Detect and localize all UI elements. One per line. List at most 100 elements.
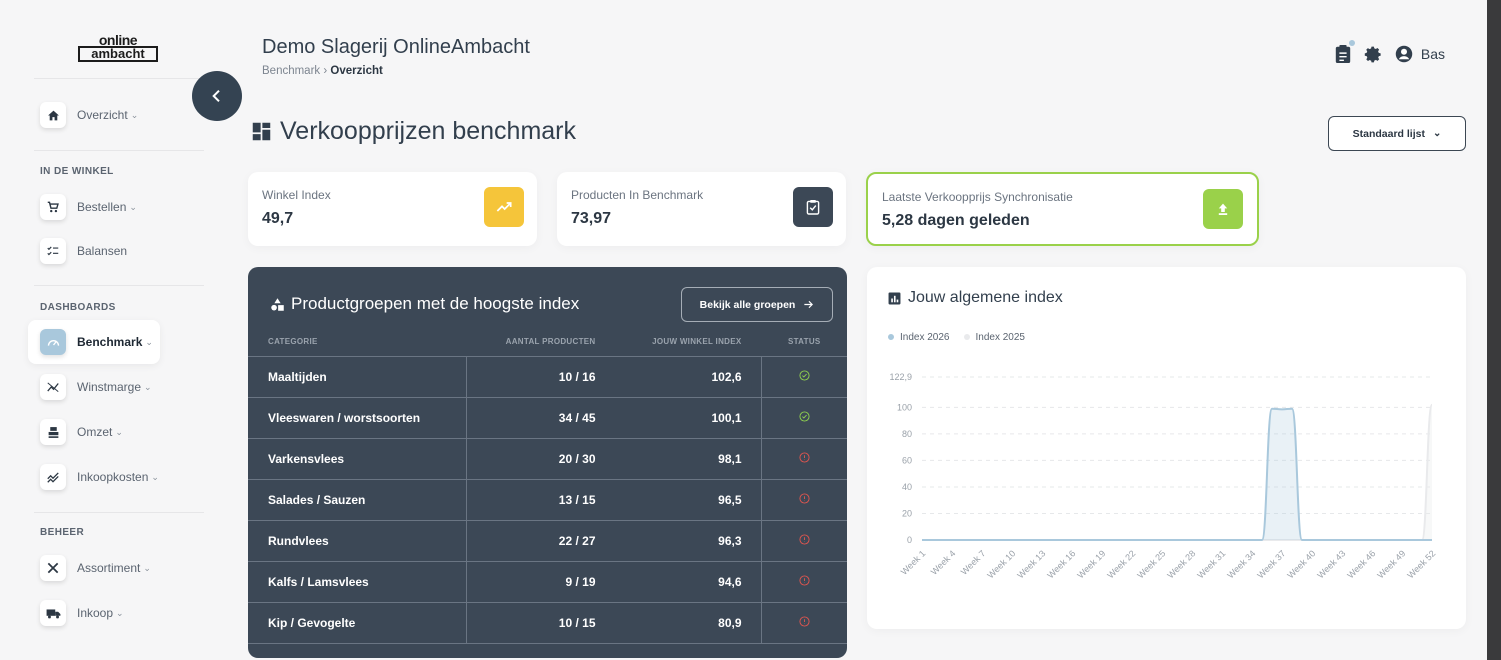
sidebar-item-omzet[interactable]: Omzet ⌄ (28, 410, 160, 454)
legend-item[interactable]: Index 2026 (888, 332, 950, 343)
chevron-down-icon: ⌄ (116, 607, 124, 618)
sidebar-item-label: Omzet (77, 425, 113, 439)
x-tick-label: Week 31 (1195, 548, 1227, 580)
legend-item[interactable]: Index 2025 (963, 332, 1025, 343)
table-row[interactable]: Salades / Sauzen 13 / 15 96,5 (248, 479, 847, 521)
chevron-left-icon (212, 89, 220, 103)
y-tick-label: 100 (897, 402, 912, 412)
x-tick-label: Week 25 (1135, 548, 1167, 580)
chevron-down-icon: ⌄ (130, 109, 139, 120)
alert-circle-icon (799, 451, 810, 463)
stat-card-winkel-index: Winkel Index 49,7 (248, 172, 537, 246)
x-tick-label: Week 1 (899, 548, 928, 577)
chevron-down-icon: ⌄ (144, 381, 152, 392)
category-cell: Vleeswaren / worstsoorten (248, 397, 467, 439)
index-cell: 96,5 (613, 479, 762, 521)
bar-chart-icon (888, 292, 901, 304)
y-tick-label: 80 (902, 429, 912, 439)
count-cell: 10 / 15 (466, 602, 613, 644)
x-tick-label: Week 28 (1165, 548, 1197, 580)
divider (34, 150, 204, 151)
chart-line-icon (40, 374, 66, 400)
index-cell: 102,6 (613, 356, 762, 398)
top-toolbar: Bas (1334, 40, 1445, 64)
checklist-icon (40, 238, 66, 264)
view-all-groups-button[interactable]: Bekijk alle groepen (681, 287, 833, 322)
category-cell: Varkensvlees (248, 438, 467, 480)
breadcrumb-current: Overzicht (330, 65, 383, 77)
logo-line1: online (98, 32, 138, 48)
page-scrollbar[interactable] (1487, 0, 1501, 660)
list-select-label: Standaard lijst (1352, 127, 1425, 140)
app-logo[interactable]: online ambacht (78, 32, 158, 62)
chevron-down-icon: ⌄ (151, 471, 159, 482)
list-select-button[interactable]: Standaard lijst ⌄ (1328, 116, 1466, 151)
table-row[interactable]: Kalfs / Lamsvlees 9 / 19 94,6 (248, 561, 847, 603)
y-tick-label: 122,9 (889, 372, 912, 382)
y-tick-label: 20 (902, 508, 912, 518)
sidebar-item-balansen[interactable]: Balansen (28, 229, 160, 273)
check-circle-icon (799, 410, 810, 422)
gear-icon[interactable] (1364, 45, 1383, 64)
sidebar-item-assortiment[interactable]: Assortiment ⌄ (28, 546, 160, 590)
sidebar-item-label: Inkoop (77, 606, 114, 620)
x-tick-label: Week 16 (1045, 548, 1077, 580)
y-tick-label: 60 (902, 455, 912, 465)
sidebar-item-winstmarge[interactable]: Winstmarge ⌄ (28, 365, 160, 409)
truck-icon (40, 600, 66, 626)
table-row[interactable]: Varkensvlees 20 / 30 98,1 (248, 438, 847, 480)
sidebar-collapse-button[interactable] (192, 71, 242, 121)
user-menu[interactable]: Bas (1395, 45, 1445, 63)
trend-up-icon (484, 187, 524, 227)
count-cell: 20 / 30 (466, 438, 613, 480)
column-header: CATEGORIE (248, 328, 466, 357)
sidebar-item-benchmark[interactable]: Benchmark ⌄ (28, 320, 160, 364)
company-title: Demo Slagerij OnlineAmbacht (262, 36, 530, 58)
sidebar-item-label: Benchmark (77, 335, 143, 349)
count-cell: 22 / 27 (466, 520, 613, 562)
category-cell: Kip / Gevogelte (248, 602, 467, 644)
x-tick-label: Week 7 (959, 548, 988, 577)
alert-circle-icon (799, 492, 810, 504)
chevron-down-icon: ⌄ (115, 426, 123, 437)
index-chart-card: Jouw algemene index Index 2026 Index 202… (867, 267, 1466, 629)
trend-icon (40, 464, 66, 490)
divider (34, 285, 204, 286)
sidebar-item-inkoop[interactable]: Inkoop ⌄ (28, 591, 160, 635)
sidebar-item-label: Assortiment (77, 561, 141, 575)
legend-swatch (888, 334, 894, 341)
upload-icon[interactable] (1203, 189, 1243, 229)
divider (34, 512, 204, 513)
user-avatar-icon (1395, 45, 1413, 63)
page-title: Verkoopprijzen benchmark (280, 117, 576, 145)
category-cell: Rundvlees (248, 520, 467, 562)
sidebar-item-bestellen[interactable]: Bestellen ⌄ (28, 185, 160, 229)
stat-value: 49,7 (262, 210, 294, 227)
table-header-row: CATEGORIE AANTAL PRODUCTEN JOUW WINKEL I… (248, 328, 847, 357)
breadcrumb-parent[interactable]: Benchmark (262, 65, 321, 77)
sidebar: online ambacht Overzicht ⌄ IN DE WINKEL … (0, 0, 236, 660)
register-icon (40, 419, 66, 445)
table-row[interactable]: Kip / Gevogelte 10 / 15 80,9 (248, 602, 847, 644)
category-cell: Kalfs / Lamsvlees (248, 561, 467, 603)
card-title-row: Productgroepen met de hoogste index (270, 294, 579, 314)
divider (34, 78, 204, 79)
sidebar-item-overzicht[interactable]: Overzicht ⌄ (28, 93, 160, 137)
count-cell: 9 / 19 (466, 561, 613, 603)
clipboard-icon[interactable] (1334, 40, 1355, 64)
sidebar-item-label: Balansen (77, 244, 128, 258)
table-row[interactable]: Vleeswaren / worstsoorten 34 / 45 100,1 (248, 397, 847, 439)
table-row[interactable]: Rundvlees 22 / 27 96,3 (248, 520, 847, 562)
y-tick-label: 0 (907, 535, 912, 545)
column-header: STATUS (761, 328, 847, 357)
stat-value: 73,97 (571, 210, 612, 227)
product-groups-table: CATEGORIE AANTAL PRODUCTEN JOUW WINKEL I… (248, 328, 847, 644)
sidebar-item-inkoopkosten[interactable]: Inkoopkosten ⌄ (28, 455, 160, 499)
logo-line2: ambacht (78, 46, 158, 62)
status-cell (761, 356, 847, 398)
status-cell (761, 561, 847, 603)
table-row[interactable]: Maaltijden 10 / 16 102,6 (248, 356, 847, 398)
home-icon (40, 102, 66, 128)
x-tick-label: Week 22 (1105, 548, 1137, 580)
